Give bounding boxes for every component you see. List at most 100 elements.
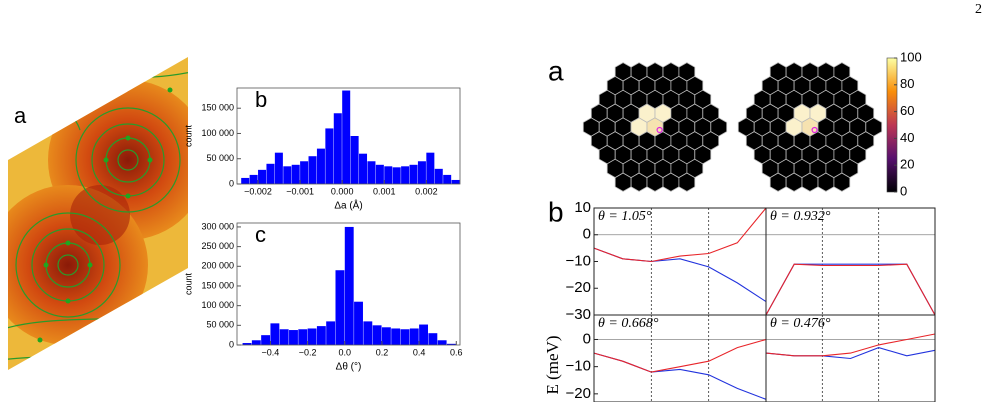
bar [261,335,271,345]
y-tick-label: 250 000 [201,241,234,251]
y-tick-label: 150 000 [201,103,234,113]
panel-title: θ = 0.932° [770,209,831,224]
bar [258,169,267,184]
bar [409,328,419,345]
bar [419,324,429,345]
band-line [765,333,936,357]
x-tick-label: 0.002 [415,186,438,196]
y-tick-label: 150 000 [201,280,234,290]
bar [372,325,382,345]
bar [291,164,300,184]
bar [316,148,325,184]
bar [283,166,292,184]
bar [249,174,258,184]
bar [279,329,289,345]
panel-title: θ = 1.05° [598,209,652,224]
y-tick-label: 50 000 [206,320,234,330]
x-tick-label: 0.001 [373,186,396,196]
bar [251,340,261,345]
band-line [765,263,936,316]
bar [451,179,460,184]
panel-label: a [548,55,564,86]
bar [307,328,317,345]
x-tick-label: 0.000 [331,186,354,196]
bar [300,161,309,184]
plot-frame [765,314,936,402]
y-tick-label: 100 000 [201,300,234,310]
bar [409,164,418,184]
y-tick-label: 100 000 [201,128,234,138]
x-tick-label: −0.002 [244,186,272,196]
x-tick-label: −0.2 [299,347,317,357]
y-tick-label: 0 [229,339,234,349]
panel-label: c [255,222,266,247]
bar [384,166,393,184]
y-axis-label: count [183,124,193,147]
bar [426,152,435,184]
bar [391,328,401,345]
bar [367,161,376,184]
colorbar-tick-label: 80 [900,76,914,91]
bar [446,343,456,345]
bar [326,321,336,345]
band-line [765,263,936,316]
y-tick-label: −10 [566,358,591,375]
colorbar-tick-label: 60 [900,103,914,118]
y-tick-label: −10 [566,252,591,269]
y-tick-label: 10 [574,199,591,216]
bar [335,270,345,345]
bar [270,323,280,345]
hex-cell [710,117,728,137]
bar [381,327,391,345]
bar [400,329,410,345]
x-tick-label: −0.4 [262,347,280,357]
colorbar-tick-label: 40 [900,130,914,145]
bar [375,164,384,184]
hex-cell [865,117,883,137]
bar [242,343,252,345]
colorbar-tick-label: 100 [900,49,922,64]
x-tick-label: 0.4 [413,347,426,357]
y-tick-label: 50 000 [206,153,234,163]
y-tick-label: 0 [583,226,591,243]
bar [333,113,342,184]
panel-title: θ = 0.668° [598,316,659,331]
band-line [593,207,767,263]
y-tick-label: 0 [583,330,591,347]
site-marker [811,126,818,134]
bar [241,177,250,184]
site-marker [656,126,663,134]
x-axis-label: Δa (Å) [334,199,362,212]
band-line [593,338,767,373]
colorbar-tick-label: 0 [900,183,907,198]
bar [437,340,447,345]
bar [298,329,308,345]
plot-frame [236,87,461,185]
bar [325,128,334,184]
colorbar [886,57,898,193]
bar [344,226,354,345]
x-tick-label: −0.001 [286,186,314,196]
bar [316,326,326,345]
bar [350,136,359,184]
x-tick-label: 0.0 [339,347,352,357]
page-number: 2 [975,2,982,17]
y-tick-label: −20 [566,385,591,402]
y-tick-label: 0 [229,178,234,188]
y-tick-label: −20 [566,279,591,296]
bar [266,163,275,184]
bar [359,153,368,184]
bar [308,156,317,184]
bar [274,152,283,184]
x-axis-label: Δθ (°) [336,362,362,373]
y-tick-label: 300 000 [201,221,234,231]
bar [401,166,410,184]
bar [392,167,401,184]
panel-label: a [14,103,27,128]
panel-title: θ = 0.476° [770,316,831,331]
panel-label: b [548,196,564,227]
bar [354,301,363,345]
y-axis-label: E (meV) [543,335,562,394]
